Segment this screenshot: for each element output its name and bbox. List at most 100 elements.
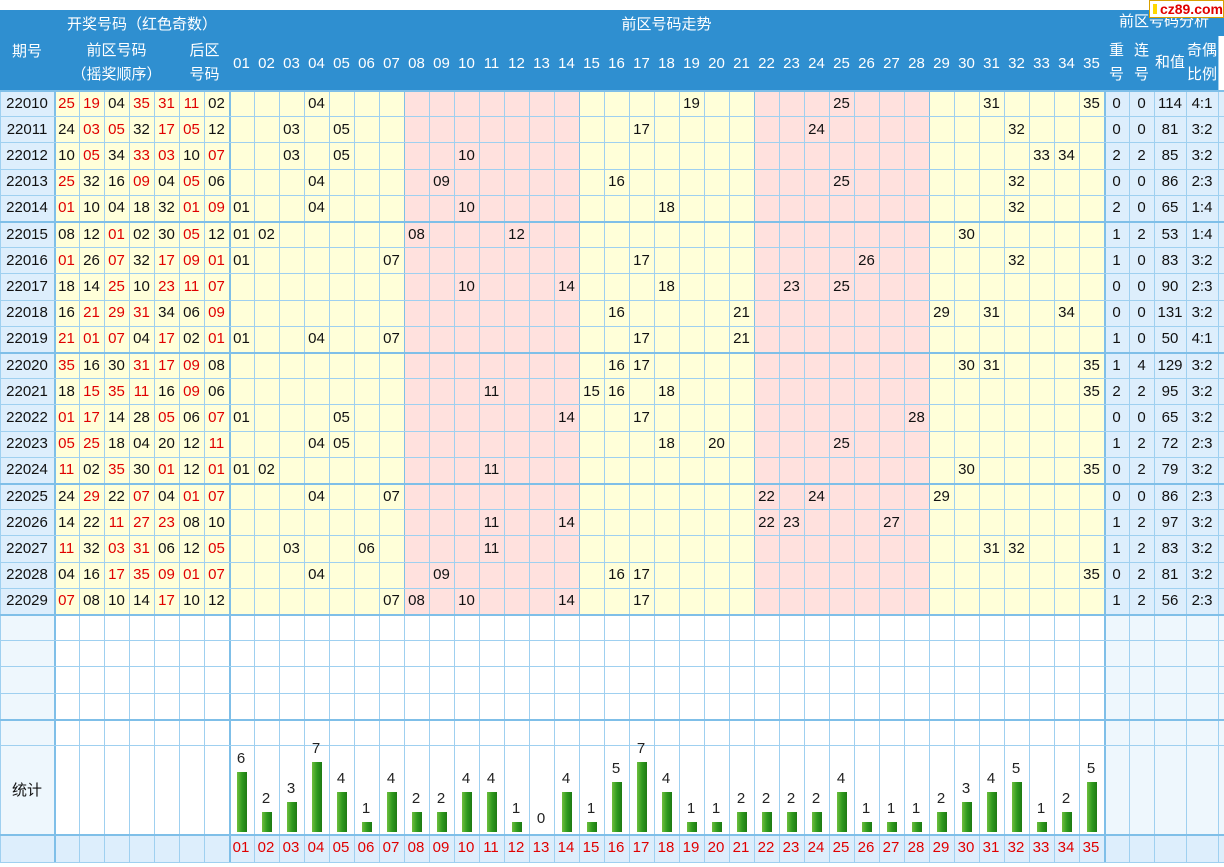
back-number: 06	[208, 173, 225, 191]
back-number: 01	[183, 566, 200, 584]
stat-value-19: 1	[686, 800, 696, 817]
stat-category-31: 31	[982, 838, 1000, 856]
ratio-header-line2: 比例	[1186, 66, 1217, 83]
front-number: 33	[133, 146, 150, 164]
stat-value-22: 2	[761, 790, 771, 807]
trend-marker: 18	[658, 435, 675, 453]
repeat-cell: 0	[1112, 461, 1121, 479]
front-number: 14	[108, 408, 125, 426]
stat-category-30: 30	[957, 838, 975, 856]
ratio-cell: 3:2	[1191, 539, 1213, 557]
grid-v-1	[54, 10, 56, 862]
grid-h-6	[0, 247, 1224, 248]
trend-marker: 32	[1008, 120, 1025, 138]
period-cell: 22015	[6, 225, 48, 243]
trend-marker: 01	[233, 225, 250, 243]
back-number: 12	[208, 120, 225, 138]
trend-col-header-21: 21	[729, 36, 754, 90]
trend-marker: 31	[983, 356, 1000, 374]
trend-col-header-02: 02	[254, 36, 279, 90]
trend-col-header-23: 23	[779, 36, 804, 90]
ratio-cell: 2:3	[1191, 592, 1213, 610]
grid-h-2	[0, 142, 1224, 143]
repeat-cell: 1	[1112, 225, 1121, 243]
trend-marker: 32	[1008, 173, 1025, 191]
repeat-cell: 1	[1112, 356, 1121, 374]
trend-marker: 07	[383, 330, 400, 348]
repeat-cell: 1	[1112, 251, 1121, 269]
consec-cell: 0	[1137, 120, 1146, 138]
trend-marker: 33	[1033, 146, 1050, 164]
stat-value-05: 4	[336, 770, 346, 787]
stat-category-17: 17	[632, 838, 650, 856]
period-cell: 22020	[6, 356, 48, 374]
trend-marker: 05	[333, 435, 350, 453]
trend-col-header-16: 16	[604, 36, 629, 90]
repeat-cell: 0	[1112, 173, 1121, 191]
front-number: 21	[58, 330, 75, 348]
sum-cell: 85	[1161, 146, 1179, 164]
stat-value-33: 1	[1036, 800, 1046, 817]
back-number: 07	[208, 566, 225, 584]
stat-bar-10	[461, 792, 472, 832]
stat-category-19: 19	[682, 838, 700, 856]
ratio-cell: 1:4	[1191, 199, 1213, 217]
ratio-cell: 3:2	[1191, 304, 1213, 322]
repeat-header-line2: 号	[1108, 66, 1124, 83]
consec-cell: 2	[1137, 513, 1146, 531]
grid-h-5	[0, 221, 1224, 223]
trend-marker: 35	[1083, 356, 1100, 374]
stat-bar-09	[436, 812, 447, 832]
back-number: 09	[183, 356, 200, 374]
ratio-cell: 3:2	[1191, 566, 1213, 584]
back-number: 01	[183, 487, 200, 505]
sum-cell: 90	[1161, 277, 1179, 295]
trend-marker: 06	[358, 539, 375, 557]
stat-value-14: 4	[561, 770, 571, 787]
stat-category-34: 34	[1057, 838, 1075, 856]
front-number: 04	[108, 199, 125, 217]
consec-cell: 2	[1137, 592, 1146, 610]
consec-cell: 0	[1137, 94, 1146, 112]
trend-marker: 26	[858, 251, 875, 269]
stat-bar-18	[661, 792, 672, 832]
back-number: 12	[208, 592, 225, 610]
stat-value-32: 5	[1011, 760, 1021, 777]
grid-h-11	[0, 378, 1224, 379]
trend-col-header-22: 22	[754, 36, 779, 90]
front-number: 08	[83, 592, 100, 610]
stat-bar-28	[911, 822, 922, 832]
stat-value-11: 4	[486, 770, 496, 787]
stat-bar-22	[761, 812, 772, 832]
trend-col-header-28: 28	[904, 36, 929, 90]
front-number: 11	[133, 382, 150, 400]
trend-marker: 05	[333, 120, 350, 138]
stat-bar-29	[936, 812, 947, 832]
front-number: 31	[133, 304, 150, 322]
trend-marker: 16	[608, 173, 625, 191]
grid-v-17	[454, 10, 455, 862]
sum-cell: 81	[1161, 120, 1179, 138]
repeat-header: 重号	[1104, 36, 1129, 90]
sum-cell: 53	[1161, 225, 1179, 243]
sum-cell: 131	[1157, 304, 1183, 322]
front-number: 35	[108, 382, 125, 400]
trend-marker: 14	[558, 408, 575, 426]
front-number: 20	[158, 435, 175, 453]
front-number: 23	[158, 277, 175, 295]
site-logo[interactable]: cz89.com	[1149, 0, 1224, 18]
back-number: 08	[183, 513, 200, 531]
stat-category-13: 13	[532, 838, 550, 856]
grid-v-37	[954, 10, 955, 862]
stat-category-23: 23	[782, 838, 800, 856]
stat-bar-04	[311, 762, 322, 832]
logo-text: cz89.com	[1159, 1, 1223, 17]
period-cell: 22024	[6, 461, 48, 479]
ratio-cell: 2:3	[1191, 173, 1213, 191]
trend-marker: 12	[508, 225, 525, 243]
stat-bar-01	[236, 772, 247, 832]
front-number: 11	[108, 513, 125, 531]
front-number: 18	[58, 277, 75, 295]
trend-marker: 03	[283, 146, 300, 164]
trend-marker: 23	[783, 513, 800, 531]
